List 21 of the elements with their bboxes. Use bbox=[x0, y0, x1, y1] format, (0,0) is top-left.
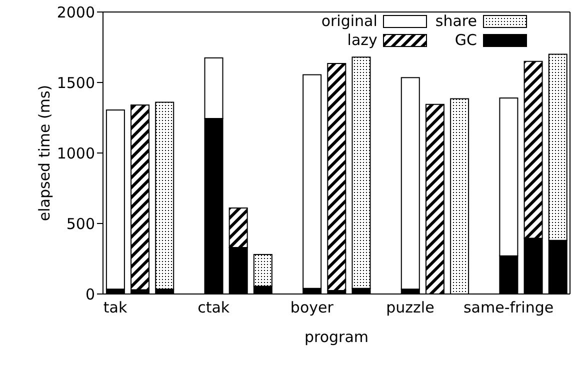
legend-label: original bbox=[321, 12, 378, 31]
bar bbox=[130, 104, 150, 290]
legend-label: share bbox=[435, 12, 477, 31]
bar bbox=[400, 77, 420, 290]
y-tick-label: 500 bbox=[66, 214, 95, 233]
y-axis-title: elapsed time (ms) bbox=[35, 84, 54, 222]
x-tick-label: boyer bbox=[290, 298, 334, 317]
x-tick-label: ctak bbox=[198, 298, 230, 317]
x-tick-label: same-fringe bbox=[463, 298, 554, 317]
y-tick-label: 2000 bbox=[56, 3, 95, 22]
y-tick-label: 1500 bbox=[56, 74, 95, 92]
bar bbox=[106, 109, 125, 290]
legend-label: lazy bbox=[347, 31, 378, 50]
x-axis-title: program bbox=[304, 328, 369, 346]
x-tick-label: tak bbox=[103, 298, 128, 317]
x-tick-label: puzzle bbox=[386, 298, 434, 317]
y-tick-label: 1000 bbox=[56, 144, 95, 162]
bar bbox=[155, 102, 174, 290]
legend-label: GC bbox=[454, 31, 477, 50]
bar bbox=[327, 62, 346, 291]
y-tick-label: 0 bbox=[85, 285, 95, 304]
